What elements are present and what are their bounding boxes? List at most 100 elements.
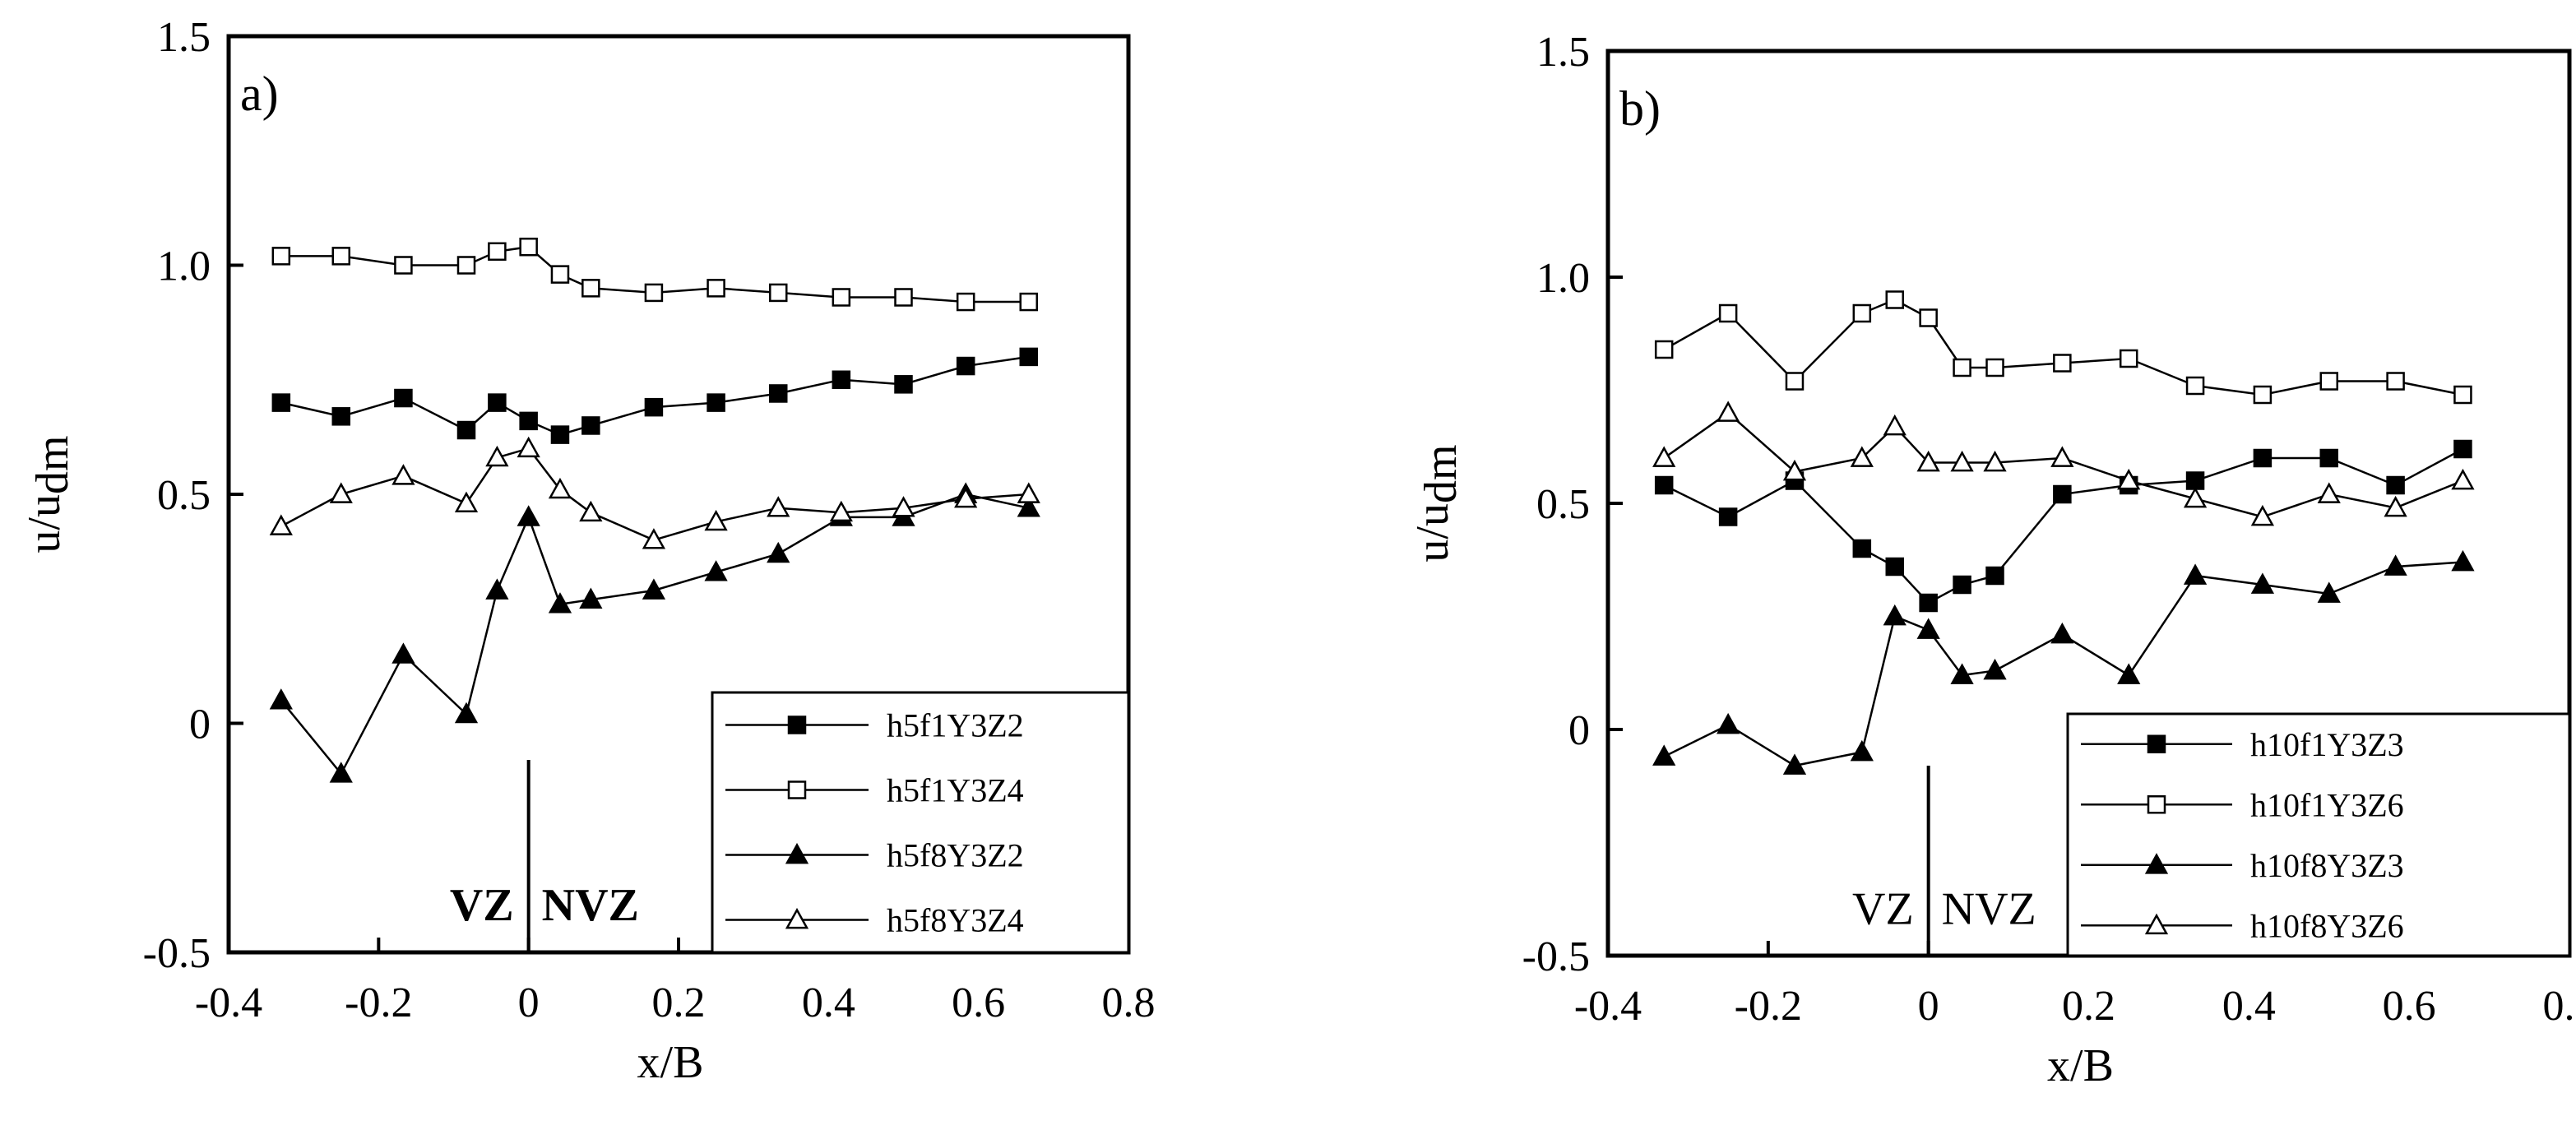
- data-point: [707, 279, 725, 298]
- data-point: [832, 370, 851, 389]
- data-point: [1885, 290, 1905, 309]
- series-line: [1663, 299, 2463, 396]
- data-point: [456, 420, 476, 440]
- data-point: [2319, 372, 2338, 391]
- legend: h5f1Y3Z2 h5f1Y3Z4 h5f8Y3Z2 h5f8Y3Z4: [711, 691, 1130, 954]
- data-point: [519, 411, 538, 431]
- series-h5f8Y3Z4: [269, 436, 1040, 549]
- data-point: [550, 265, 570, 284]
- chart-panel-b: -0.4 -0.2 0 0.2 0.4 0.6 0.8 1.5 1.0 0.5 0 -0.5 x/B u/…: [1407, 29, 2576, 1091]
- data-point: [1950, 663, 1974, 684]
- legend-label: h10f8Y3Z6: [2250, 907, 2404, 944]
- data-point: [1883, 604, 1907, 626]
- data-point: [1654, 475, 1674, 495]
- data-point: [1953, 575, 1971, 595]
- panel-label: a): [240, 67, 279, 121]
- y-tick-label: 0.5: [1536, 481, 1590, 528]
- data-point: [391, 642, 415, 664]
- data-point: [2317, 581, 2341, 603]
- series-h10f8Y3Z6: [1652, 401, 2475, 526]
- data-point: [1785, 372, 1805, 391]
- data-point: [456, 256, 476, 275]
- zone-label-vz: VZ: [450, 880, 514, 931]
- x-tick-label: 0.8: [1102, 979, 1156, 1026]
- series-line: [280, 447, 1029, 542]
- data-point: [581, 279, 600, 298]
- data-point: [894, 375, 913, 394]
- legend-label: h10f1Y3Z6: [2250, 786, 2404, 823]
- data-point: [454, 702, 479, 724]
- legend-marker: [2147, 795, 2166, 814]
- data-point: [519, 237, 538, 257]
- data-point: [1718, 303, 1738, 323]
- data-point: [2050, 622, 2074, 644]
- data-point: [1654, 340, 1674, 359]
- series-h10f8Y3Z3: [1652, 549, 2475, 775]
- y-tick-label: 0.5: [157, 472, 211, 519]
- data-point: [2053, 354, 2072, 373]
- data-point: [2253, 385, 2273, 405]
- data-point: [769, 283, 788, 303]
- data-point: [1782, 753, 1807, 775]
- data-point: [956, 292, 975, 312]
- data-point: [2250, 504, 2275, 526]
- x-tick-label: 0.6: [952, 979, 1005, 1026]
- data-point: [1883, 414, 1907, 436]
- data-point: [1950, 450, 1974, 472]
- data-point: [2453, 385, 2472, 405]
- data-point: [548, 592, 572, 614]
- data-point: [2453, 439, 2472, 459]
- zone-label-vz: VZ: [1852, 884, 1914, 935]
- data-point: [1652, 744, 1676, 766]
- data-point: [488, 242, 507, 262]
- data-point: [2384, 554, 2407, 576]
- data-point: [1985, 358, 2004, 377]
- data-point: [707, 393, 725, 412]
- data-point: [391, 464, 415, 485]
- data-point: [1852, 539, 1872, 558]
- data-point: [2053, 484, 2072, 504]
- data-point: [2183, 486, 2208, 508]
- data-point: [2319, 448, 2338, 468]
- data-point: [1652, 446, 1676, 467]
- chart-panel-a: -0.4 -0.2 0 0.2 0.4 0.6 0.8 1.5 1.0 0.5 0 -0.5 x/B u/…: [19, 14, 1156, 1088]
- legend-marker: [785, 907, 809, 929]
- data-point: [1850, 446, 1874, 467]
- zone-label-nvz: NVZ: [542, 880, 639, 931]
- data-point: [1985, 566, 2004, 586]
- y-tick-label: 1.0: [1536, 255, 1590, 302]
- data-point: [2119, 349, 2138, 368]
- legend-marker: [2144, 913, 2169, 935]
- data-point: [832, 288, 851, 307]
- data-point: [1983, 450, 2007, 472]
- data-point: [271, 247, 291, 266]
- data-point: [1717, 401, 1740, 422]
- y-tick-label: 0: [189, 702, 211, 748]
- data-point: [704, 509, 728, 531]
- legend-label: h5f1Y3Z2: [887, 707, 1024, 744]
- data-point: [2250, 572, 2275, 594]
- legend-box: [2066, 712, 2571, 957]
- data-point: [2451, 468, 2475, 490]
- data-point: [269, 514, 293, 535]
- y-tick-label: -0.5: [143, 930, 211, 977]
- data-point: [644, 397, 664, 417]
- x-axis-title: x/B: [2047, 1040, 2114, 1091]
- series-line: [280, 355, 1029, 436]
- data-point: [454, 491, 479, 512]
- data-point: [331, 407, 350, 426]
- legend-marker: [787, 716, 807, 734]
- data-point: [581, 416, 600, 435]
- x-tick-label: 0.2: [652, 979, 706, 1026]
- x-tick-label: 0: [518, 979, 540, 1026]
- data-point: [769, 384, 788, 403]
- data-point: [1916, 618, 1940, 639]
- panel-label: b): [1619, 81, 1661, 136]
- data-point: [829, 500, 853, 522]
- y-tick-label: 1.5: [157, 14, 211, 61]
- data-point: [517, 436, 540, 458]
- data-point: [892, 496, 915, 517]
- data-point: [1953, 358, 1971, 377]
- data-point: [642, 528, 666, 549]
